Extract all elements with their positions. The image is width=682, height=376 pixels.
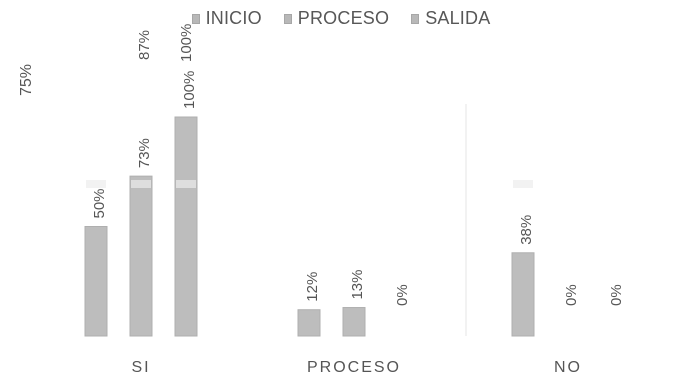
- bar-no-inicio: [511, 252, 535, 337]
- bar-si-inicio: [84, 226, 108, 337]
- data-label-proceso-salida: 0%: [394, 284, 411, 306]
- category-label-si: SI: [131, 359, 150, 376]
- data-label-no-salida: 0%: [608, 284, 625, 306]
- bar-highlight-si-inicio: [86, 180, 106, 188]
- bar-highlight-si-salida: [176, 180, 196, 188]
- legend-item-salida: SALIDA: [411, 8, 490, 29]
- data-label-no-inicio: 38%: [518, 215, 535, 245]
- data-label-si-inicio: 50%: [91, 188, 108, 218]
- legend-item-inicio: INICIO: [191, 8, 262, 29]
- bar-si-proceso: [129, 175, 153, 337]
- data-label-si-salida: 100%: [181, 71, 198, 109]
- legend-item-proceso: PROCESO: [283, 8, 390, 29]
- data-label-si-proceso: 73%: [136, 138, 153, 168]
- legend-label-salida: SALIDA: [425, 8, 491, 28]
- category-label-no: NO: [554, 359, 582, 376]
- bar-highlight-si-proceso: [131, 180, 151, 188]
- bar-highlight-no-inicio: [513, 180, 533, 188]
- data-label-no-proceso: 0%: [563, 284, 580, 306]
- extra-label-si-2: 100%: [178, 24, 195, 62]
- extra-label-si-1: 87%: [136, 30, 153, 60]
- chart-legend: INICIO PROCESO SALIDA: [0, 8, 682, 29]
- data-label-proceso-inicio: 12%: [304, 272, 321, 302]
- data-label-proceso-proceso: 13%: [349, 269, 366, 299]
- legend-swatch-inicio: [191, 13, 200, 24]
- legend-swatch-salida: [411, 13, 420, 24]
- bar-proceso-proceso: [342, 307, 366, 337]
- legend-label-inicio: INICIO: [205, 8, 262, 28]
- bar-si-salida: [174, 116, 198, 337]
- category-label-proceso: PROCESO: [307, 359, 401, 376]
- legend-label-proceso: PROCESO: [297, 8, 390, 28]
- legend-swatch-proceso: [283, 13, 292, 24]
- bar-proceso-inicio: [297, 309, 321, 337]
